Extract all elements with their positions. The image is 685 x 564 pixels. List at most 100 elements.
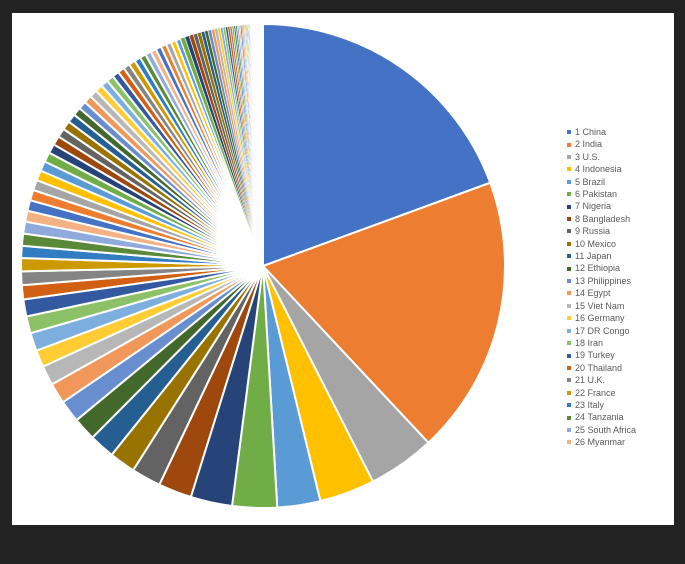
legend-label: Russia [582, 226, 611, 237]
legend-rank: 13 [575, 275, 586, 286]
legend-swatch [567, 167, 571, 172]
legend-swatch [567, 403, 571, 408]
legend-label: Ethiopia [587, 263, 621, 274]
legend-item: 25 South Africa [567, 424, 672, 436]
legend-item: 15 Viet Nam [567, 300, 672, 312]
legend-item: 4 Indonesia [567, 163, 672, 175]
legend-swatch [567, 291, 571, 296]
legend-swatch [567, 266, 571, 271]
legend-rank: 3 [575, 151, 581, 162]
legend-swatch [567, 241, 571, 246]
legend-swatch [567, 365, 571, 370]
legend-item: 24 Tanzania [567, 411, 672, 423]
legend-swatch [567, 303, 571, 308]
legend-swatch [567, 254, 571, 259]
legend-label: U.S. [582, 151, 601, 162]
legend-item: 16 Germany [567, 312, 672, 324]
legend-label: U.K. [587, 375, 606, 386]
legend-label: Turkey [587, 350, 615, 361]
legend-label: Brazil [582, 176, 606, 187]
legend-label: Viet Nam [587, 300, 625, 311]
legend-item: 9 Russia [567, 225, 672, 237]
legend-rank: 17 [575, 325, 586, 336]
legend-label: Philippines [587, 275, 632, 286]
legend-swatch [567, 328, 571, 333]
legend-label: Germany [587, 313, 625, 324]
legend-item: 7 Nigeria [567, 200, 672, 212]
chart-panel: 1 China 2 India 3 U.S. 4 Indonesia 5 Brazil 6… [12, 13, 674, 525]
legend-rank: 23 [575, 399, 586, 410]
legend-label: Bangladesh [582, 213, 631, 224]
legend-label: Mexico [587, 238, 617, 249]
legend-label: Myanmar [587, 437, 626, 448]
legend-item: 23 Italy [567, 399, 672, 411]
legend-rank: 12 [575, 263, 586, 274]
legend-swatch [567, 279, 571, 284]
legend-rank: 14 [575, 288, 586, 299]
legend-rank: 24 [575, 412, 586, 423]
legend-swatch [567, 179, 571, 184]
legend-item: 17 DR Congo [567, 325, 672, 337]
chart-legend: 1 China 2 India 3 U.S. 4 Indonesia 5 Brazil 6… [567, 126, 672, 449]
legend-item: 8 Bangladesh [567, 213, 672, 225]
legend-rank: 7 [575, 201, 581, 212]
legend-item: 13 Philippines [567, 275, 672, 287]
legend-item: 20 Thailand [567, 362, 672, 374]
legend-swatch [567, 155, 571, 160]
legend-label: Iran [587, 337, 604, 348]
legend-item: 11 Japan [567, 250, 672, 262]
legend-rank: 19 [575, 350, 586, 361]
legend-label: France [587, 387, 616, 398]
legend-item: 10 Mexico [567, 238, 672, 250]
legend-swatch [567, 316, 571, 321]
legend-swatch [567, 440, 571, 445]
pie-slice-2 [262, 181, 506, 444]
legend-item: 22 France [567, 387, 672, 399]
legend-swatch [567, 142, 571, 147]
legend-label: Italy [587, 399, 605, 410]
legend-item: 5 Brazil [567, 176, 672, 188]
legend-swatch [567, 229, 571, 234]
legend-label: DR Congo [587, 325, 630, 336]
legend-rank: 21 [575, 375, 586, 386]
legend-rank: 16 [575, 313, 586, 324]
legend-rank: 8 [575, 213, 581, 224]
legend-swatch [567, 192, 571, 197]
legend-item: 19 Turkey [567, 349, 672, 361]
legend-item: 26 Myanmar [567, 436, 672, 448]
legend-item: 2 India [567, 138, 672, 150]
legend-swatch [567, 390, 571, 395]
legend-label: Egypt [587, 288, 611, 299]
pie-slice-1 [262, 23, 492, 267]
legend-rank: 26 [575, 437, 586, 448]
legend-label: Thailand [587, 362, 623, 373]
legend-item: 6 Pakistan [567, 188, 672, 200]
legend-label: South Africa [587, 424, 637, 435]
legend-rank: 22 [575, 387, 586, 398]
legend-label: Japan [586, 251, 612, 262]
legend-rank: 18 [575, 337, 586, 348]
legend-item: 21 U.K. [567, 374, 672, 386]
legend-rank: 9 [575, 226, 581, 237]
legend-swatch [567, 341, 571, 346]
legend-rank: 11 [575, 251, 585, 262]
legend-rank: 6 [575, 189, 581, 200]
legend-label: Tanzania [587, 412, 624, 423]
legend-swatch [567, 427, 571, 432]
pie-chart [20, 23, 506, 509]
legend-swatch [567, 415, 571, 420]
legend-item: 18 Iran [567, 337, 672, 349]
legend-rank: 25 [575, 424, 586, 435]
legend-swatch [567, 217, 571, 222]
legend-item: 3 U.S. [567, 151, 672, 163]
legend-rank: 4 [575, 164, 581, 175]
legend-rank: 20 [575, 362, 586, 373]
legend-label: Indonesia [582, 164, 622, 175]
legend-rank: 5 [575, 176, 581, 187]
legend-rank: 1 [575, 127, 581, 137]
legend-swatch [567, 353, 571, 358]
legend-rank: 15 [575, 300, 586, 311]
legend-swatch [567, 204, 571, 209]
legend-item: 14 Egypt [567, 287, 672, 299]
legend-item: 12 Ethiopia [567, 262, 672, 274]
